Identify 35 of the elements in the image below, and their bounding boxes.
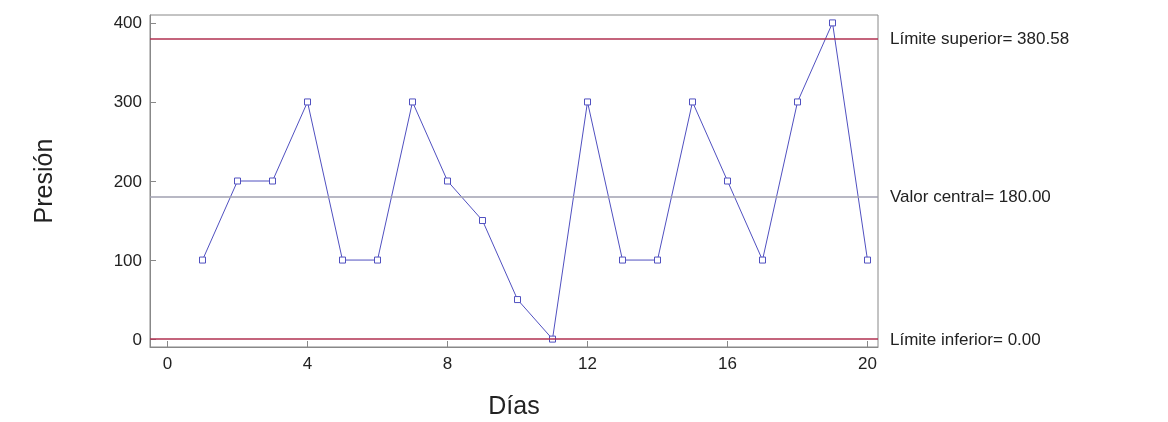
ref-line-label: Límite superior= 380.58: [890, 28, 1070, 48]
point: [794, 98, 801, 106]
ref-line-label: Límite inferior= 0.00: [890, 329, 1041, 349]
point: [829, 19, 836, 27]
point: [374, 256, 381, 264]
point: [339, 256, 346, 264]
point: [514, 296, 521, 304]
point: [864, 256, 871, 264]
x-tick-label: 8: [442, 354, 453, 373]
y-tick-label: 0: [132, 329, 142, 349]
point: [444, 177, 451, 185]
point: [269, 177, 276, 185]
x-tick-label: 12: [578, 354, 597, 373]
point: [234, 177, 241, 185]
y-tick-label: 200: [113, 171, 142, 191]
point: [199, 256, 206, 264]
x-tick-label: 16: [718, 354, 737, 373]
ref-line-label: Valor central= 180.00: [890, 187, 1051, 207]
point: [759, 256, 766, 264]
y-axis-title: Presión: [28, 138, 57, 224]
x-tick-label: 20: [858, 354, 877, 373]
y-tick-label: 100: [113, 250, 142, 270]
point: [689, 98, 696, 106]
y-tick-label: 400: [113, 13, 142, 33]
x-tick-label: 4: [302, 354, 313, 373]
point: [584, 98, 591, 106]
point: [724, 177, 731, 185]
point: [654, 256, 661, 264]
x-tick-label: 0: [162, 354, 173, 373]
y-tick-label: 300: [113, 92, 142, 112]
point: [479, 217, 486, 225]
point: [409, 98, 416, 106]
x-axis-title: Días: [488, 390, 540, 419]
point: [304, 98, 311, 106]
point: [619, 256, 626, 264]
